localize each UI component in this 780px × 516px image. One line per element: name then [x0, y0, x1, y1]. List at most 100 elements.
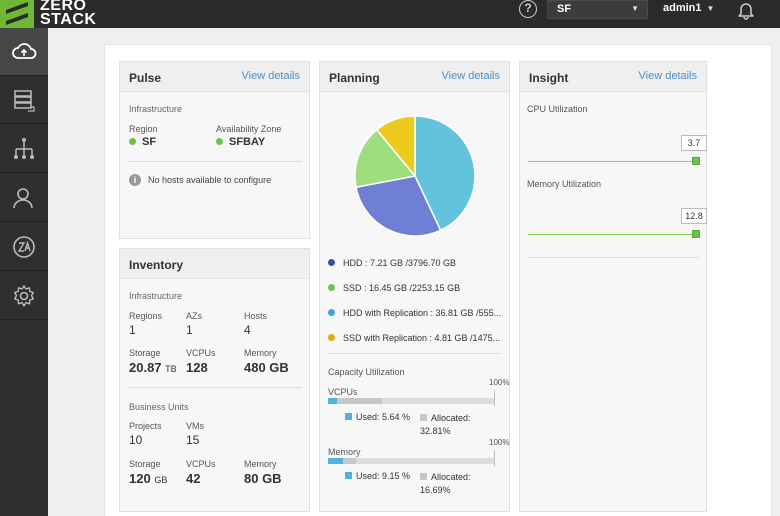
sidebar-item-za[interactable]: [0, 223, 48, 271]
status-dot-icon: [216, 138, 223, 145]
legend-text: HDD with Replication : 36.81 GB /555...: [343, 308, 502, 318]
sidebar-item-settings[interactable]: [0, 272, 48, 320]
memory-capacity-bar: [328, 458, 494, 464]
logo-line-2: STACK: [40, 11, 97, 28]
database-icon: [14, 89, 35, 112]
region-select[interactable]: SF ▼: [547, 0, 648, 19]
planning-view-details-link[interactable]: View details: [441, 70, 501, 82]
storage-pie-chart: [354, 115, 476, 237]
insight-title: Insight: [529, 71, 569, 85]
memory-used-fill: [328, 458, 344, 464]
pulse-view-details-link[interactable]: View details: [241, 70, 301, 82]
memory-label: Memory: [244, 348, 277, 358]
storage-value: 20.87 TB: [129, 360, 177, 375]
sidebar-item-storage[interactable]: [0, 76, 48, 124]
business-units-label: Business Units: [129, 402, 189, 412]
pulse-region-value: SF: [129, 136, 156, 148]
pie-slice-1[interactable]: [355, 175, 442, 237]
sidebar-item-network[interactable]: [0, 125, 48, 173]
memory-max-label: 100%: [489, 438, 510, 447]
sidebar: [0, 28, 48, 516]
status-dot-icon: [129, 138, 136, 145]
legend-item-hdd-replication: HDD with Replication : 36.81 GB /555...: [328, 308, 501, 318]
vcpus-used-value: Used: 5.64 %: [356, 412, 411, 422]
inventory-infra-label: Infrastructure: [129, 291, 183, 301]
hosts-value: 4: [244, 323, 251, 337]
legend-item-ssd-replication: SSD with Replication : 4.81 GB /1475...: [328, 333, 500, 343]
storage-unit: TB: [165, 364, 177, 374]
used-swatch-icon: [345, 413, 352, 420]
help-icon[interactable]: ?: [519, 0, 537, 18]
memory-utilization-label: Memory Utilization: [527, 179, 602, 189]
memory-utilization-value: 12.8: [681, 208, 707, 224]
legend-dot-icon: [328, 334, 335, 341]
vms-value: 15: [186, 433, 200, 447]
vcpus-allocated-fill: [328, 398, 383, 404]
pie-slice-0[interactable]: [414, 115, 476, 232]
cpu-utilization-value: 3.7: [681, 135, 707, 151]
dashboard-panel: Pulse View details Infrastructure Region…: [104, 44, 772, 516]
main-content: Pulse View details Infrastructure Region…: [48, 28, 780, 516]
pulse-region-label: Region: [129, 124, 158, 134]
za-logo-icon: [13, 235, 35, 258]
inventory-title: Inventory: [129, 258, 184, 272]
sidebar-item-users[interactable]: [0, 174, 48, 222]
cpu-utilization-knob[interactable]: [692, 157, 700, 165]
vcpus-label: VCPUs: [186, 348, 216, 358]
pulse-infra-label: Infrastructure: [129, 104, 183, 114]
bu-memory-label: Memory: [244, 459, 277, 469]
vcpus-used-fill: [328, 398, 338, 404]
legend-text: SSD : 16.45 GB /2253.15 GB: [343, 283, 461, 293]
divider: [129, 387, 302, 388]
zerostack-logo[interactable]: ZERO STACK: [0, 0, 96, 28]
vcpus-allocated-text: Allocated: 32.81%: [420, 412, 471, 438]
memory-utilization-knob[interactable]: [692, 230, 700, 238]
insight-card: Insight View details CPU Utilization 3.7…: [519, 61, 707, 512]
divider: [328, 353, 501, 354]
info-icon: i: [129, 174, 141, 186]
pulse-region-text: SF: [142, 136, 157, 148]
capacity-vcpus-label: VCPUs: [328, 387, 358, 397]
storage-number: 20.87: [129, 360, 162, 375]
bu-vcpus-label: VCPUs: [186, 459, 216, 469]
storage-label: Storage: [129, 348, 161, 358]
user-menu[interactable]: admin1 ▼: [663, 2, 714, 14]
chevron-down-icon: ▼: [706, 4, 715, 13]
memory-used-text: Used: 9.15 %: [345, 471, 410, 481]
azs-label: AZs: [186, 311, 203, 321]
users-icon: [13, 187, 33, 208]
vms-label: VMs: [186, 421, 204, 431]
bu-memory-value: 80 GB: [244, 471, 282, 486]
legend-dot-icon: [328, 284, 335, 291]
top-bar: ZERO STACK ? SF ▼ admin1 ▼: [0, 0, 780, 28]
memory-allocated-text: Allocated: 16.69%: [420, 471, 471, 497]
sidebar-item-cloud[interactable]: [0, 28, 48, 76]
allocated-swatch-icon: [420, 414, 427, 421]
projects-label: Projects: [129, 421, 162, 431]
notifications-bell-icon[interactable]: [736, 0, 756, 20]
zerostack-logo-mark: [0, 0, 34, 28]
insight-view-details-link[interactable]: View details: [638, 70, 698, 82]
bu-storage-value: 120 GB: [129, 471, 167, 486]
bu-storage-label: Storage: [129, 459, 161, 469]
legend-text: SSD with Replication : 4.81 GB /1475...: [343, 333, 501, 343]
memory-utilization-track: [528, 234, 696, 235]
used-swatch-icon: [345, 472, 352, 479]
divider: [527, 257, 699, 258]
memory-allocated-value: 16.69%: [420, 485, 451, 495]
legend-item-hdd: HDD : 7.21 GB /3796.70 GB: [328, 258, 456, 268]
planning-card: Planning View details HDD : 7.21 GB /379…: [319, 61, 510, 512]
pie-slice-2[interactable]: [354, 128, 417, 189]
azs-value: 1: [186, 323, 193, 337]
chevron-down-icon: ▼: [631, 4, 639, 13]
vcpus-value: 128: [186, 360, 208, 375]
hosts-label: Hosts: [244, 311, 268, 321]
vcpus-capacity-bar: [328, 398, 494, 404]
planning-card-header: Planning View details: [320, 62, 509, 92]
vcpus-allocated-label: Allocated:: [431, 413, 471, 423]
vcpus-allocated-value: 32.81%: [420, 426, 451, 436]
bar-max-tick: [494, 450, 495, 466]
gear-icon: [14, 284, 34, 307]
pie-slice-3[interactable]: [375, 115, 416, 179]
memory-used-value: Used: 9.15 %: [356, 471, 411, 481]
